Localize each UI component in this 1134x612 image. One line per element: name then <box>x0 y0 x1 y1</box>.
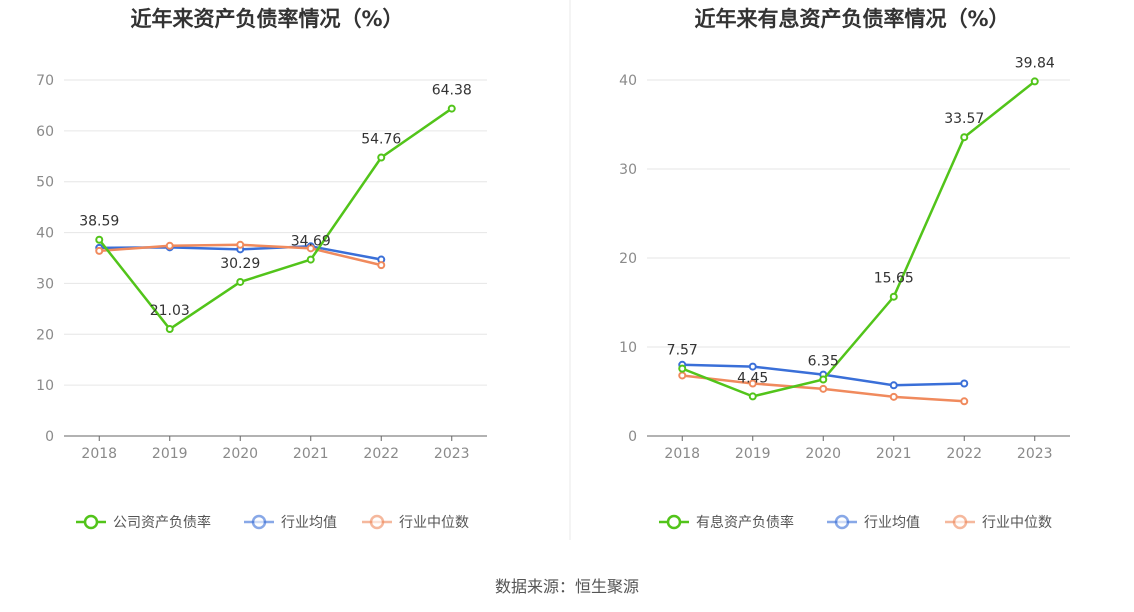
legend-marker <box>834 514 850 530</box>
legend-label: 行业中位数 <box>982 515 1052 531</box>
data-point <box>377 153 386 162</box>
y-tick-label: 10 <box>36 378 54 394</box>
data-point <box>447 104 456 113</box>
data-point <box>306 244 315 253</box>
y-tick-label: 20 <box>36 327 54 343</box>
legend-marker <box>666 514 682 530</box>
data-label: 21.03 <box>150 303 190 319</box>
data-point <box>236 240 245 249</box>
chart-title: 近年来资产负债率情况（%） <box>130 7 403 31</box>
legend-label: 行业均值 <box>281 515 337 531</box>
x-tick-label: 2018 <box>81 446 117 462</box>
y-tick-label: 70 <box>36 73 54 89</box>
data-point <box>889 292 898 301</box>
interest-bearing-liability-chart: 近年来有息资产负债率情况（%） 0 10 20 30 40 2018 2019 2020 2021… <box>619 7 1070 531</box>
data-label: 38.59 <box>79 214 119 230</box>
legend-label: 行业中位数 <box>399 515 469 531</box>
data-point <box>960 397 969 406</box>
legend-label: 行业均值 <box>864 515 920 531</box>
legend-item: 有息资产负债率 <box>659 514 794 531</box>
y-tick-label: 0 <box>628 429 637 445</box>
data-point <box>819 375 828 384</box>
data-point <box>95 246 104 255</box>
x-tick-label: 2021 <box>876 446 912 462</box>
y-tick-label: 20 <box>619 251 637 267</box>
y-tick-label: 50 <box>36 175 54 191</box>
data-point <box>889 381 898 390</box>
data-point <box>960 133 969 142</box>
x-tick-label: 2019 <box>152 446 188 462</box>
data-label: 54.76 <box>361 132 401 148</box>
legend-marker <box>369 514 385 530</box>
data-point <box>236 277 245 286</box>
legend-item: 行业中位数 <box>945 514 1052 531</box>
legend-item: 公司资产负债率 <box>76 514 211 531</box>
data-point <box>95 235 104 244</box>
legend-item: 行业中位数 <box>362 514 469 531</box>
legend-item: 行业均值 <box>827 514 920 531</box>
data-label: 34.69 <box>291 234 331 250</box>
legend-marker <box>83 514 99 530</box>
data-point <box>748 362 757 371</box>
data-point <box>678 364 687 373</box>
x-tick-label: 2023 <box>434 446 470 462</box>
chart-title: 近年来有息资产负债率情况（%） <box>694 7 1009 31</box>
legend-label: 公司资产负债率 <box>113 514 211 531</box>
data-point <box>165 241 174 250</box>
x-tick-label: 2018 <box>664 446 700 462</box>
data-label: 7.57 <box>667 343 698 359</box>
x-tick-label: 2019 <box>735 446 771 462</box>
data-label: 39.84 <box>1015 55 1055 71</box>
data-point <box>1030 77 1039 86</box>
data-point <box>960 379 969 388</box>
data-point <box>748 392 757 401</box>
data-label: 30.29 <box>220 256 260 272</box>
data-label: 4.45 <box>737 370 768 386</box>
x-tick-label: 2020 <box>222 446 258 462</box>
data-point <box>377 261 386 270</box>
y-tick-label: 0 <box>45 429 54 445</box>
y-tick-label: 40 <box>619 73 637 89</box>
data-point <box>748 379 757 388</box>
x-tick-label: 2022 <box>946 446 982 462</box>
data-point <box>165 325 174 334</box>
y-tick-label: 40 <box>36 226 54 242</box>
series-line-0 <box>98 107 453 331</box>
data-label: 33.57 <box>944 111 984 127</box>
y-tick-label: 30 <box>36 276 54 292</box>
x-tick-label: 2023 <box>1017 446 1053 462</box>
legend-label: 有息资产负债率 <box>696 514 794 531</box>
x-tick-label: 2020 <box>805 446 841 462</box>
data-point <box>306 255 315 264</box>
x-tick-label: 2021 <box>293 446 329 462</box>
legend-marker <box>251 514 267 530</box>
data-source: 数据来源：恒生聚源 <box>495 577 639 596</box>
data-point <box>678 371 687 380</box>
legend-item: 行业均值 <box>244 514 337 531</box>
asset-liability-chart: 近年来资产负债率情况（%） 0 10 20 30 40 50 60 70 2018 2019 2020… <box>36 7 487 531</box>
y-tick-label: 60 <box>36 124 54 140</box>
y-tick-label: 30 <box>619 162 637 178</box>
data-label: 64.38 <box>432 83 472 99</box>
data-label: 6.35 <box>808 353 839 369</box>
x-tick-label: 2022 <box>363 446 399 462</box>
data-label: 15.65 <box>874 271 914 287</box>
series-line-0 <box>681 80 1036 398</box>
data-point <box>819 384 828 393</box>
y-tick-label: 10 <box>619 340 637 356</box>
legend-marker <box>952 514 968 530</box>
data-point <box>889 392 898 401</box>
